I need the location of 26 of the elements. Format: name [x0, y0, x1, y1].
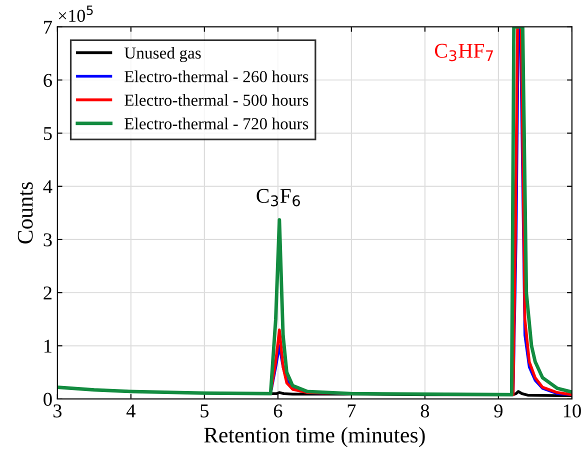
annotation: C$_{3}$F$_{6}$	[256, 188, 300, 206]
x-tick-label: 10	[564, 404, 581, 418]
y-tick-label: 1	[44, 340, 52, 353]
legend-label: Electro-thermal - 720 hours	[124, 118, 308, 130]
x-tick-label: 6	[274, 404, 282, 418]
x-tick-label: 3	[53, 404, 62, 418]
y-tick-label: 4	[43, 180, 52, 194]
y-tick-label: 2	[44, 286, 52, 300]
y-axis-title: Counts	[18, 182, 33, 244]
annotation: C$_{3}$HF$_{7}$	[434, 44, 493, 62]
legend-label: Unused gas	[124, 46, 201, 62]
line-series	[57, 26, 572, 396]
x-axis-title: Retention time (minutes)	[204, 426, 425, 448]
x-tick-label: 9	[494, 404, 502, 418]
x-tick-label: 4	[126, 404, 136, 418]
y-tick-label: 7	[44, 20, 52, 34]
y-tick-label: 0	[44, 392, 52, 406]
legend-label: Electro-thermal - 500 hours	[124, 94, 308, 106]
x-tick-label: 8	[420, 404, 430, 418]
legend-label: Electro-thermal - 260 hours	[124, 70, 308, 82]
y-tick-label: 6	[44, 74, 52, 87]
y-tick-label: 3	[44, 233, 52, 246]
x-tick-label: 5	[200, 404, 209, 418]
y-tick-label: 5	[44, 127, 52, 140]
text: ×10$^{5}$	[58, 6, 93, 22]
x-tick-label: 7	[348, 404, 356, 418]
